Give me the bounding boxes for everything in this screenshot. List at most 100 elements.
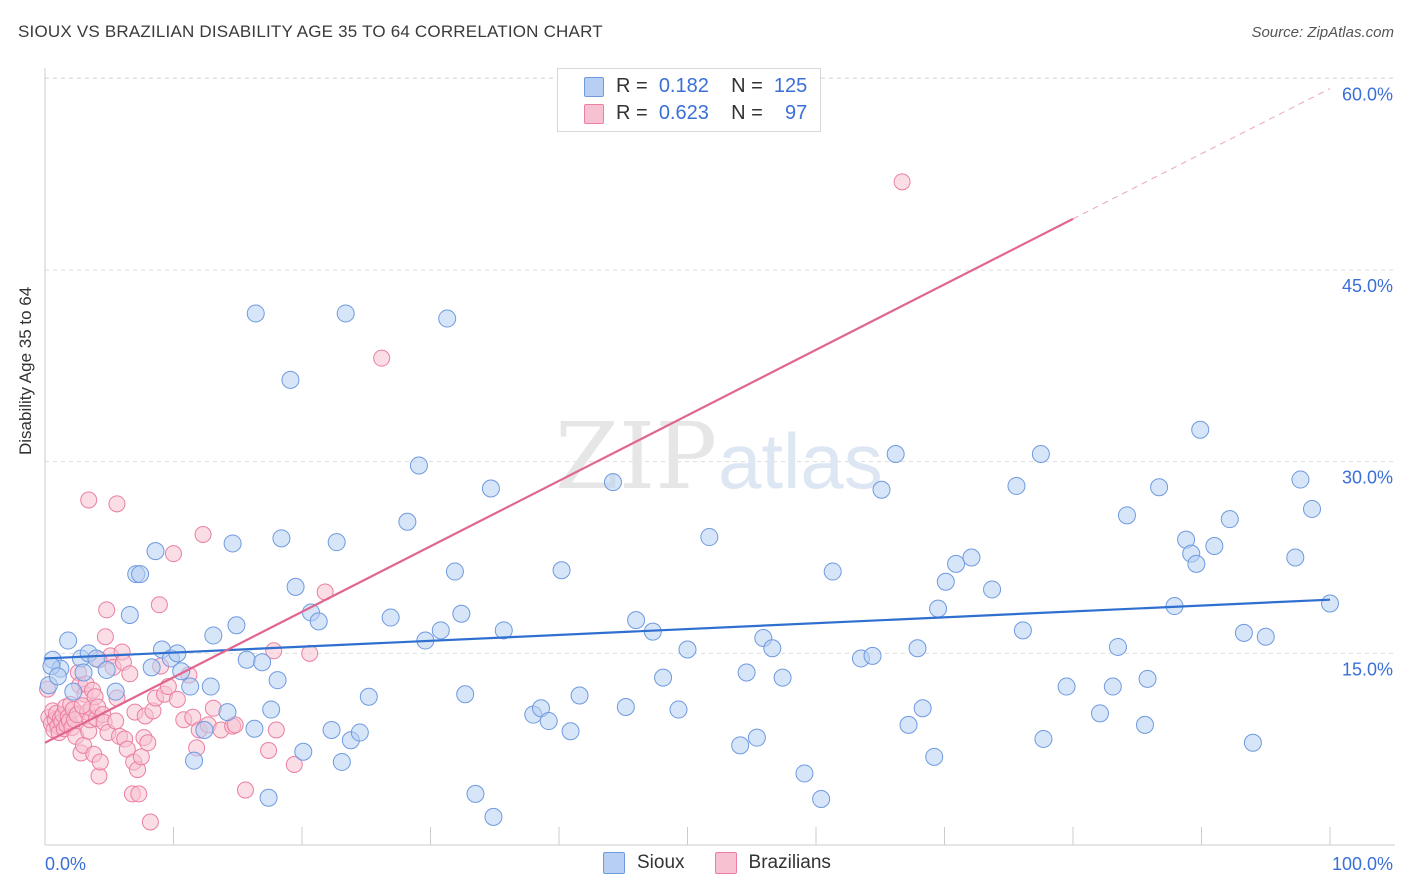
- sioux-point: [227, 616, 246, 635]
- sioux-point: [1150, 478, 1169, 497]
- correlation-legend: R = 0.182 N = 125 R = 0.623 N = 97: [557, 68, 821, 132]
- sioux-point: [286, 577, 305, 596]
- sioux-point: [431, 621, 450, 640]
- brazilians-point: [139, 734, 157, 752]
- brazilians-point: [91, 753, 109, 771]
- sioux-point: [1031, 445, 1050, 463]
- brazilians-stats: R = 0.623 N = 97: [616, 102, 807, 125]
- sioux-point: [737, 663, 756, 682]
- sioux-point: [245, 719, 264, 738]
- sioux-point: [1007, 476, 1026, 495]
- sioux-point: [204, 626, 223, 645]
- legend-item-sioux[interactable]: Sioux: [603, 852, 685, 874]
- sioux-point: [773, 668, 792, 687]
- sioux-point: [350, 723, 369, 742]
- sioux-point: [899, 715, 918, 734]
- sioux-point: [1090, 704, 1109, 723]
- sioux-point: [1187, 554, 1206, 573]
- sioux-legend-swatch: [603, 852, 625, 874]
- sioux-point: [561, 722, 580, 741]
- sioux-r-value: 0.182: [658, 75, 709, 97]
- sioux-point: [1303, 499, 1322, 518]
- sioux-point: [309, 612, 328, 631]
- sioux-point: [929, 599, 948, 618]
- sioux-point: [106, 682, 125, 701]
- y-tick-label-0: 15.0%: [1342, 659, 1393, 679]
- sioux-point: [195, 721, 214, 739]
- brazilians-point: [96, 628, 114, 646]
- brazilians-point: [226, 716, 244, 734]
- brazilians-legend-label: Brazilians: [748, 852, 831, 873]
- brazilians-point: [236, 781, 254, 799]
- sioux-point: [627, 611, 646, 630]
- sioux-point: [1220, 510, 1239, 529]
- brazilians-point: [107, 712, 125, 730]
- sioux-point: [886, 445, 905, 463]
- sioux-point: [398, 512, 417, 531]
- sioux-point: [539, 712, 558, 731]
- sioux-point: [731, 736, 750, 755]
- brazilians-point: [373, 349, 391, 367]
- sioux-point: [456, 685, 475, 704]
- sioux-point: [327, 533, 346, 552]
- sioux-swatch: [584, 77, 604, 97]
- brazilians-point: [285, 756, 303, 773]
- sioux-point: [185, 751, 204, 770]
- sioux-point: [181, 677, 200, 696]
- brazilians-point: [165, 545, 182, 563]
- brazilians-point: [132, 748, 150, 766]
- brazilians-point: [893, 173, 911, 191]
- sioux-point: [268, 671, 287, 690]
- sioux-point: [913, 699, 932, 718]
- sioux-trend-line: [44, 598, 1331, 660]
- chart-title: SIOUX VS BRAZILIAN DISABILITY AGE 35 TO …: [18, 22, 603, 41]
- sioux-point: [494, 621, 513, 640]
- brazilians-legend-swatch: [714, 852, 737, 874]
- sioux-point: [281, 370, 300, 389]
- sioux-point: [795, 764, 814, 783]
- axes: [44, 68, 1395, 846]
- sioux-point: [332, 752, 351, 771]
- sioux-point: [1291, 470, 1310, 489]
- brazilians-point: [301, 644, 319, 662]
- sioux-legend-label: Sioux: [637, 852, 685, 873]
- sioux-point: [246, 304, 265, 323]
- y-tick-label-1: 30.0%: [1342, 468, 1393, 488]
- source-label: Source: ZipAtlas.com: [1251, 24, 1394, 41]
- sioux-point: [237, 650, 256, 669]
- sioux-point: [131, 565, 150, 584]
- legend-item-brazilians[interactable]: Brazilians: [714, 852, 831, 874]
- sioux-point: [925, 747, 944, 766]
- brazilians-point: [80, 491, 98, 509]
- sioux-point: [1108, 637, 1127, 656]
- brazilians-n-label: N =: [731, 102, 763, 124]
- sioux-point: [445, 562, 464, 581]
- sioux-point: [484, 807, 503, 826]
- brazilians-trend-line: [44, 217, 1074, 744]
- sioux-point: [552, 561, 571, 580]
- sioux-point: [1013, 621, 1032, 640]
- x-tick-label-0: 0.0%: [45, 854, 86, 874]
- sioux-point: [1103, 677, 1122, 696]
- x-tick-label-1: 100.0%: [1332, 854, 1393, 874]
- sioux-point: [253, 653, 272, 672]
- brazilians-points: [39, 173, 911, 831]
- sioux-point: [863, 646, 882, 665]
- watermark-atlas: atlas: [718, 417, 883, 505]
- sioux-point: [97, 660, 116, 679]
- brazilians-point: [108, 495, 126, 513]
- sioux-point: [1135, 715, 1154, 734]
- sioux-n-value: 125: [773, 75, 808, 97]
- sioux-point: [409, 456, 428, 475]
- sioux-point: [259, 788, 278, 807]
- watermark: ZIP atlas: [555, 403, 883, 510]
- sioux-point: [262, 700, 281, 719]
- trend-lines: [44, 88, 1331, 744]
- sioux-point: [1057, 677, 1076, 696]
- sioux-point: [983, 580, 1002, 599]
- sioux-point: [223, 534, 242, 553]
- brazilians-r-value: 0.623: [658, 102, 709, 124]
- sioux-point: [823, 562, 842, 581]
- sioux-point: [142, 658, 161, 677]
- sioux-r-label: R =: [616, 75, 648, 97]
